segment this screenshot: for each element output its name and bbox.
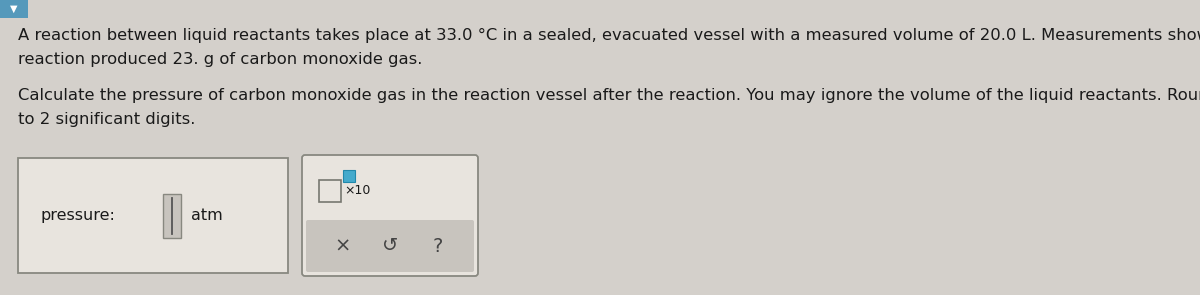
Text: ?: ? bbox=[432, 237, 443, 255]
Text: Calculate the pressure of carbon monoxide gas in the reaction vessel after the r: Calculate the pressure of carbon monoxid… bbox=[18, 88, 1200, 103]
Text: pressure:: pressure: bbox=[40, 208, 115, 223]
Text: ×10: ×10 bbox=[344, 184, 371, 197]
Text: ×: × bbox=[335, 237, 350, 255]
Text: reaction produced 23. g of carbon monoxide gas.: reaction produced 23. g of carbon monoxi… bbox=[18, 52, 422, 67]
FancyBboxPatch shape bbox=[163, 194, 181, 237]
Text: to 2 significant digits.: to 2 significant digits. bbox=[18, 112, 196, 127]
Text: ↺: ↺ bbox=[382, 237, 398, 255]
Text: atm: atm bbox=[191, 208, 223, 223]
FancyBboxPatch shape bbox=[0, 0, 28, 18]
FancyBboxPatch shape bbox=[319, 180, 341, 202]
Text: A reaction between liquid reactants takes place at 33.0 °C in a sealed, evacuate: A reaction between liquid reactants take… bbox=[18, 28, 1200, 43]
Text: ▼: ▼ bbox=[11, 4, 18, 14]
FancyBboxPatch shape bbox=[306, 220, 474, 272]
FancyBboxPatch shape bbox=[18, 158, 288, 273]
FancyBboxPatch shape bbox=[343, 170, 355, 182]
FancyBboxPatch shape bbox=[302, 155, 478, 276]
